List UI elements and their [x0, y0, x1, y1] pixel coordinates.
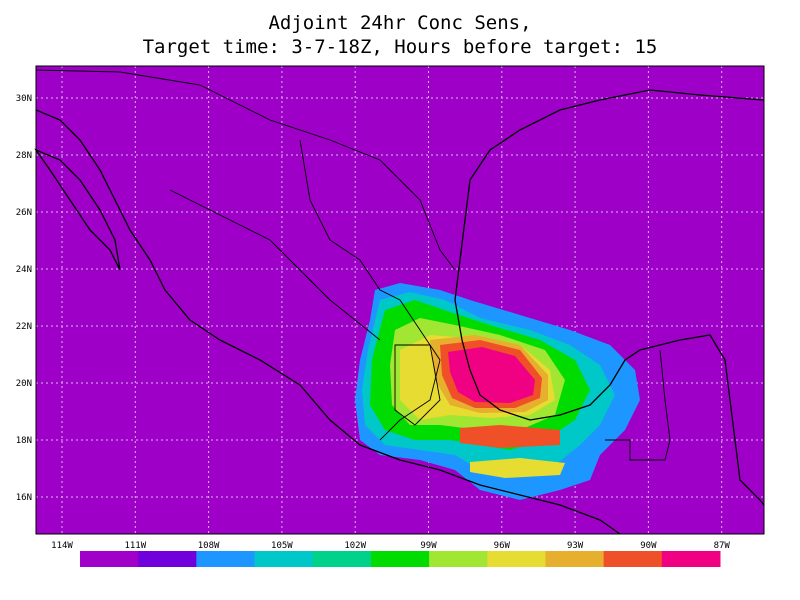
map-frame [35, 65, 765, 535]
lon-label: 108W [198, 541, 220, 551]
colorbar-swatch [370, 551, 430, 567]
lat-label: 20N [16, 379, 32, 389]
lat-label: 30N [16, 94, 32, 104]
lon-label: 96W [494, 541, 511, 551]
lat-label: 28N [16, 151, 32, 161]
lon-label: 102W [344, 541, 366, 551]
coastlines-and-borders [34, 69, 765, 535]
lat-label: 18N [16, 436, 32, 446]
lon-label: 99W [420, 541, 437, 551]
colorbar-swatch [545, 551, 605, 567]
colorbar-swatch [254, 551, 314, 567]
lon-label: 111W [124, 541, 146, 551]
lat-label: 24N [16, 265, 32, 275]
colorbar [80, 551, 721, 567]
colorbar-swatch [487, 551, 546, 567]
lat-label: 22N [16, 322, 32, 332]
lon-label: 114W [51, 541, 73, 551]
lon-label: 105W [271, 541, 293, 551]
lon-label: 93W [567, 541, 584, 551]
title-line: Adjoint 24hr Conc Sens, [268, 12, 531, 34]
colorbar-swatch [80, 551, 139, 567]
lon-label: 90W [640, 541, 657, 551]
colorbar-swatch [138, 551, 197, 567]
title-line: Target time: 3-7-18Z, Hours before targe… [143, 36, 658, 58]
lat-label: 26N [16, 208, 32, 218]
lon-label: 87W [714, 541, 731, 551]
colorbar-swatch [196, 551, 256, 567]
colorbar-swatch [603, 551, 663, 567]
colorbar-swatch [312, 551, 372, 567]
colorbar-swatch [661, 551, 721, 567]
colorbar-swatch [429, 551, 488, 567]
lat-label: 16N [16, 493, 32, 503]
